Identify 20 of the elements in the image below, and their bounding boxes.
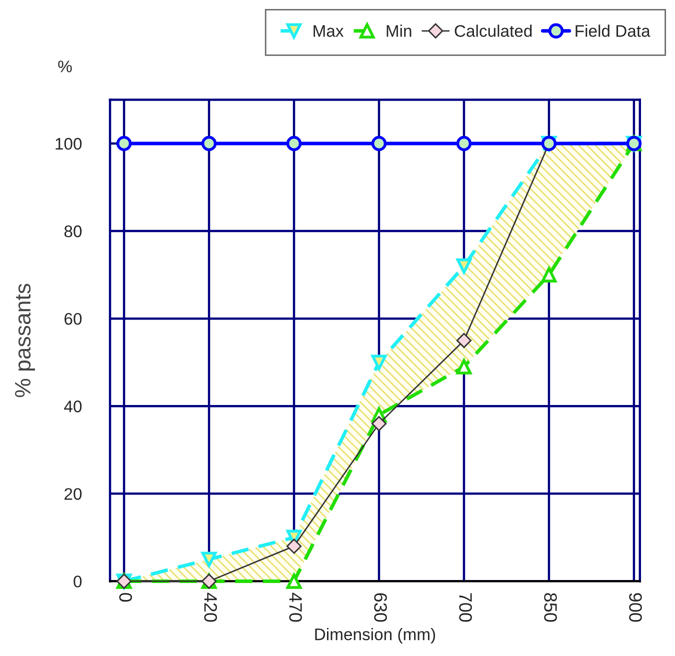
x-tick-label: 420 (204, 592, 217, 622)
y-tick-label: 20 (64, 488, 82, 500)
legend-label: Calculated (454, 24, 532, 37)
y-tick-label: 80 (64, 225, 82, 238)
y-tick-label: 40 (64, 400, 82, 412)
y-tick-label: 0 (74, 576, 82, 588)
y-tick-label: 60 (64, 312, 82, 325)
y-tick-label: 100 (56, 138, 82, 150)
x-tick-label: 630 (374, 593, 387, 622)
x-tick-label: 470 (289, 592, 302, 622)
x-tick-label: 850 (544, 593, 557, 622)
x-tick-label: 0 (119, 593, 132, 602)
legend-label: Field Data (576, 24, 650, 37)
x-tick-label: 700 (459, 593, 472, 622)
y-axis-title: % passants (14, 284, 35, 398)
x-tick-label: 900 (629, 593, 642, 622)
legend-label: Max (314, 25, 344, 37)
x-axis-title: Dimension (mm) (315, 628, 436, 644)
legend-label: Min (386, 24, 412, 37)
text: % (58, 60, 72, 72)
